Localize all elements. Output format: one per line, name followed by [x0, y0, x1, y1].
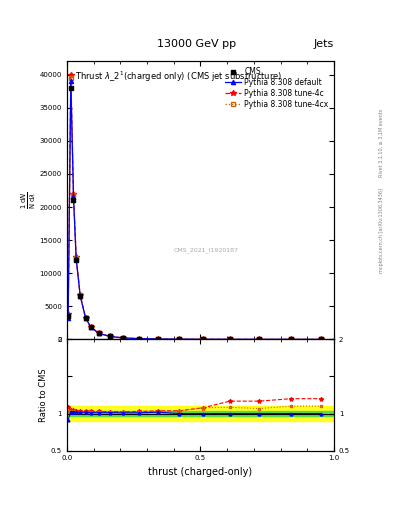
- CMS: [318, 335, 324, 344]
- Pythia 8.308 tune-4c: [121, 335, 125, 341]
- Pythia 8.308 tune-4cx: [155, 336, 160, 342]
- Pythia 8.308 default: [74, 255, 79, 262]
- Pythia 8.308 tune-4c: [68, 72, 73, 78]
- Line: Pythia 8.308 default: Pythia 8.308 default: [66, 79, 323, 342]
- Pythia 8.308 default: [78, 293, 83, 299]
- Pythia 8.308 tune-4c: [137, 335, 141, 342]
- Pythia 8.308 tune-4c: [155, 336, 160, 342]
- Pythia 8.308 tune-4c: [318, 336, 323, 343]
- CMS: [288, 335, 294, 344]
- Pythia 8.308 tune-4cx: [289, 336, 294, 343]
- Pythia 8.308 default: [289, 336, 294, 343]
- Pythia 8.308 default: [71, 194, 76, 200]
- Pythia 8.308 tune-4c: [66, 311, 70, 317]
- CMS: [107, 332, 113, 340]
- Text: CMS_2021_I1920187: CMS_2021_I1920187: [173, 248, 238, 253]
- Pythia 8.308 default: [83, 315, 88, 321]
- Pythia 8.308 tune-4cx: [257, 336, 262, 343]
- Pythia 8.308 default: [121, 335, 125, 341]
- Pythia 8.308 tune-4c: [107, 333, 112, 339]
- Pythia 8.308 tune-4c: [177, 336, 182, 342]
- Pythia 8.308 tune-4cx: [68, 75, 73, 81]
- Pythia 8.308 tune-4cx: [137, 335, 141, 342]
- CMS: [176, 335, 182, 344]
- Pythia 8.308 tune-4cx: [74, 255, 79, 261]
- CMS: [70, 196, 77, 204]
- Pythia 8.308 default: [68, 78, 73, 84]
- Pythia 8.308 default: [257, 336, 262, 343]
- Text: Thrust $\lambda\_2^1$(charged only) (CMS jet substructure): Thrust $\lambda\_2^1$(charged only) (CMS…: [75, 70, 282, 84]
- Legend: CMS, Pythia 8.308 default, Pythia 8.308 tune-4c, Pythia 8.308 tune-4cx: CMS, Pythia 8.308 default, Pythia 8.308 …: [223, 65, 330, 110]
- Line: Pythia 8.308 tune-4c: Pythia 8.308 tune-4c: [65, 72, 323, 342]
- Pythia 8.308 tune-4c: [201, 336, 206, 343]
- Bar: [67, 406, 334, 421]
- CMS: [136, 334, 142, 343]
- CMS: [200, 335, 206, 344]
- CMS: [73, 256, 79, 264]
- Bar: [67, 411, 334, 416]
- Pythia 8.308 tune-4c: [257, 336, 262, 343]
- Pythia 8.308 default: [228, 336, 232, 343]
- Pythia 8.308 tune-4c: [71, 191, 76, 197]
- CMS: [154, 335, 161, 343]
- Pythia 8.308 tune-4cx: [107, 333, 112, 339]
- Pythia 8.308 tune-4cx: [83, 314, 88, 321]
- Pythia 8.308 tune-4c: [228, 336, 232, 343]
- CMS: [68, 84, 74, 92]
- CMS: [83, 314, 89, 322]
- CMS: [96, 329, 102, 337]
- Pythia 8.308 tune-4c: [97, 330, 101, 336]
- Pythia 8.308 default: [318, 336, 323, 343]
- Pythia 8.308 tune-4c: [78, 292, 83, 298]
- Pythia 8.308 tune-4cx: [318, 336, 323, 343]
- Pythia 8.308 default: [201, 336, 206, 343]
- Line: Pythia 8.308 tune-4cx: Pythia 8.308 tune-4cx: [66, 76, 323, 342]
- Pythia 8.308 tune-4c: [289, 336, 294, 343]
- Pythia 8.308 tune-4cx: [71, 192, 76, 198]
- Y-axis label: $\frac{1}{\mathrm{N}}\frac{\mathrm{d}N}{\mathrm{d}\lambda}$: $\frac{1}{\mathrm{N}}\frac{\mathrm{d}N}{…: [20, 191, 38, 209]
- CMS: [77, 292, 83, 301]
- Pythia 8.308 default: [97, 330, 101, 336]
- CMS: [65, 312, 71, 321]
- Pythia 8.308 tune-4cx: [97, 330, 101, 336]
- Pythia 8.308 tune-4cx: [177, 336, 182, 342]
- Text: mcplots.cern.ch [arXiv:1306.3436]: mcplots.cern.ch [arXiv:1306.3436]: [379, 188, 384, 273]
- CMS: [88, 324, 94, 332]
- Text: Jets: Jets: [314, 38, 334, 49]
- Pythia 8.308 tune-4cx: [121, 335, 125, 341]
- Pythia 8.308 default: [155, 336, 160, 342]
- Pythia 8.308 tune-4cx: [201, 336, 206, 343]
- CMS: [120, 334, 126, 342]
- Text: 13000 GeV pp: 13000 GeV pp: [157, 38, 236, 49]
- Pythia 8.308 tune-4c: [83, 314, 88, 321]
- Pythia 8.308 default: [66, 315, 70, 321]
- Pythia 8.308 tune-4cx: [78, 292, 83, 298]
- Pythia 8.308 tune-4cx: [88, 324, 93, 330]
- X-axis label: thrust (charged-only): thrust (charged-only): [149, 467, 252, 477]
- Pythia 8.308 tune-4cx: [66, 312, 70, 318]
- CMS: [256, 335, 263, 344]
- Pythia 8.308 default: [137, 335, 141, 342]
- Y-axis label: Ratio to CMS: Ratio to CMS: [39, 368, 48, 422]
- Pythia 8.308 tune-4cx: [228, 336, 232, 343]
- Pythia 8.308 default: [88, 324, 93, 330]
- Pythia 8.308 tune-4c: [88, 324, 93, 330]
- Pythia 8.308 default: [177, 336, 182, 343]
- Pythia 8.308 default: [107, 333, 112, 339]
- Text: Rivet 3.1.10, ≥ 3.1M events: Rivet 3.1.10, ≥ 3.1M events: [379, 109, 384, 178]
- Pythia 8.308 tune-4c: [74, 254, 79, 261]
- CMS: [227, 335, 233, 344]
